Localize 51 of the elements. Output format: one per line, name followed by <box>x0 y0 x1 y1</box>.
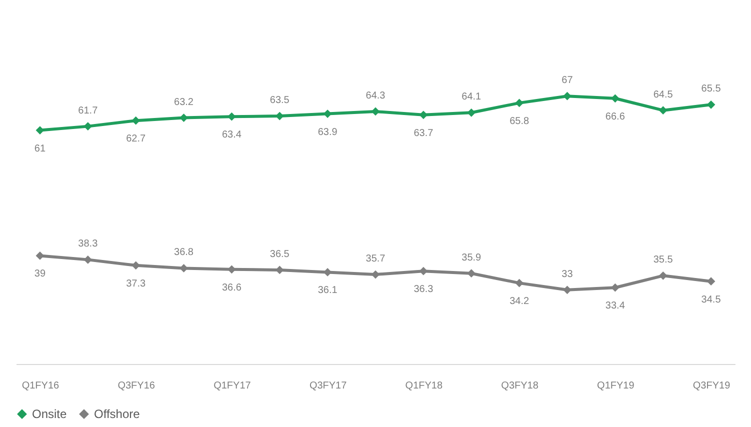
point <box>515 98 524 108</box>
data-label: 65.8 <box>510 116 530 127</box>
data-label: 36.3 <box>414 284 434 296</box>
point <box>563 92 572 100</box>
point <box>563 286 572 294</box>
legend-label: Offshore <box>94 407 140 422</box>
data-label: 33 <box>562 268 574 280</box>
data-label: 36.5 <box>270 248 290 260</box>
data-label: 64.5 <box>653 89 674 100</box>
data-label: 61 <box>34 143 46 154</box>
data-label: 36.8 <box>174 247 194 258</box>
data-label: 65.5 <box>701 84 722 95</box>
data-label: 38.3 <box>78 238 98 250</box>
data-label: 63.7 <box>414 128 434 139</box>
data-label: 63.4 <box>222 130 242 141</box>
data-label: 63.5 <box>270 95 290 106</box>
point <box>228 112 236 121</box>
point <box>180 114 188 122</box>
data-label: 36.6 <box>222 282 242 294</box>
data-label: 64.3 <box>366 90 386 102</box>
data-label: 35.7 <box>366 254 386 265</box>
point <box>84 256 92 264</box>
x-tick-label: Q1FY19 <box>597 380 635 392</box>
x-tick-label: Q3FY18 <box>501 380 539 392</box>
point <box>180 264 188 272</box>
point <box>658 106 668 115</box>
data-label: 66.6 <box>605 111 626 122</box>
data-label: 63.2 <box>174 96 194 108</box>
x-tick-label: Q3FY16 <box>118 380 156 392</box>
x-tick-label: Q3FY17 <box>309 380 348 392</box>
data-label: 61.7 <box>78 105 98 116</box>
data-label: 33.4 <box>605 300 626 312</box>
x-tick-label: Q1FY16 <box>22 380 60 392</box>
data-label: 62.7 <box>126 134 146 145</box>
data-label: 34.2 <box>510 296 530 308</box>
point <box>467 108 476 117</box>
legend-label: Onsite <box>32 407 68 422</box>
data-label: 35.9 <box>462 252 482 264</box>
point <box>515 278 524 288</box>
data-label: 63.9 <box>318 126 338 138</box>
point <box>84 122 92 130</box>
data-label: 35.5 <box>653 254 674 266</box>
x-tick-label: Q1FY17 <box>214 380 252 392</box>
data-label: 64.1 <box>462 92 482 103</box>
x-tick-label: Q3FY19 <box>692 380 731 392</box>
data-label: 67 <box>562 75 574 86</box>
data-label: 36.1 <box>318 285 338 296</box>
data-label: 37.3 <box>126 278 146 290</box>
x-tick-label: Q1FY18 <box>405 380 443 392</box>
data-label: 34.5 <box>701 294 722 306</box>
data-label: 39 <box>34 268 46 280</box>
